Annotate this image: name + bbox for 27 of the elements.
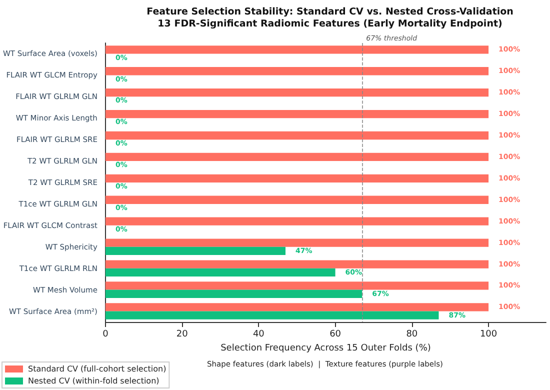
x-tick-label: 0 [102, 330, 109, 340]
bar [105, 303, 489, 312]
bar [105, 110, 489, 118]
bar [105, 46, 489, 54]
bar [105, 260, 489, 268]
bar [105, 246, 286, 256]
chart-title: Feature Selection Stability: Standard CV vs. Nested Cross-Validation 13 FDR-Significant Radiomic Features (Early Mortality Endpoint) [146, 6, 514, 30]
bar [105, 268, 336, 276]
x-tick-label: 20 [176, 330, 188, 340]
x-tick-label: 40 [252, 330, 265, 340]
bar [105, 67, 489, 76]
x-tick-label: 100 [480, 330, 498, 340]
bar [105, 290, 362, 298]
bar [105, 152, 489, 162]
x-axis-title: Selection Frequency Across 15 Outer Folds (%) [220, 343, 431, 354]
bar [105, 174, 489, 182]
bar [105, 131, 489, 140]
bar [105, 311, 439, 320]
legend-label: Standard CV (full-cohort selection) [28, 364, 166, 374]
x-tick-label: 80 [406, 330, 418, 340]
x-tick-label: 60 [330, 330, 342, 340]
bar [105, 238, 489, 247]
bar [105, 217, 489, 226]
legend-label: Nested CV (within-fold selection) [28, 376, 160, 386]
bar [105, 88, 489, 97]
bar [105, 196, 489, 204]
bar [105, 282, 489, 290]
